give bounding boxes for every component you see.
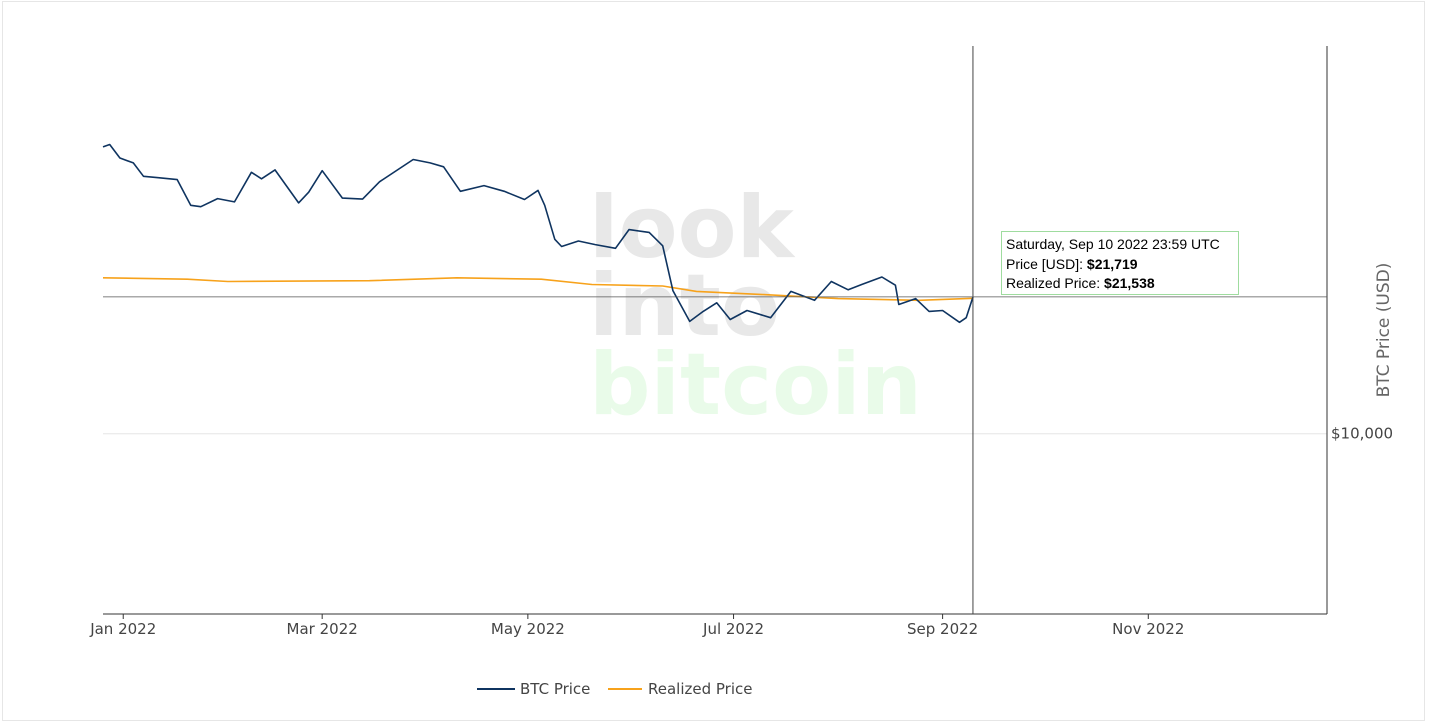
series-line-realized-price[interactable] — [102, 277, 974, 302]
tooltip-price-row: Price [USD]: $21,719 — [1006, 255, 1234, 275]
y-axis-ticks: $10,000 — [1331, 425, 1393, 443]
legend-label-btc-price: BTC Price — [520, 680, 590, 698]
series-line-btc-price[interactable] — [102, 143, 974, 324]
y-axis-title: BTC Price (USD) — [1374, 263, 1394, 398]
x-tick-label: Jan 2022 — [89, 620, 156, 638]
hover-tooltip: Saturday, Sep 10 2022 23:59 UTC Price [U… — [1001, 231, 1239, 295]
tooltip-price-value: $21,719 — [1086, 255, 1138, 272]
watermark-line-3: bitcoin — [589, 335, 922, 435]
x-tick-label: Nov 2022 — [1112, 620, 1184, 638]
tooltip-price-label: Price [USD]: — [1006, 255, 1087, 272]
x-tick-label: May 2022 — [491, 620, 565, 638]
x-axis-ticks: Jan 2022 Mar 2022 May 2022 Jul 2022 Sep 2022… — [89, 614, 1184, 638]
tooltip-realized-value: $21,538 — [1104, 275, 1155, 291]
y-tick-label: $10,000 — [1331, 425, 1393, 443]
tooltip-realized-label: Realized Price: — [1006, 275, 1105, 291]
legend-label-realized-price: Realized Price — [648, 680, 753, 698]
watermark-line-2: into — [589, 256, 780, 356]
tooltip-date: Saturday, Sep 10 2022 23:59 UTC — [1006, 236, 1220, 252]
x-tick-label: Jul 2022 — [702, 620, 764, 638]
btc-realized-price-chart[interactable]: look into bitcoin Jan 2022 Mar 2022 May 20… — [3, 2, 1426, 722]
x-tick-label: Sep 2022 — [907, 620, 978, 638]
legend: BTC Price Realized Price — [477, 680, 753, 698]
watermark: look into bitcoin — [589, 178, 922, 435]
tooltip-realized-row: Realized Price: $21,538 — [1006, 274, 1234, 294]
hover-crosshair — [103, 46, 1327, 614]
x-tick-label: Mar 2022 — [287, 620, 358, 638]
series-layer — [102, 143, 974, 324]
watermark-line-1: look — [589, 178, 796, 278]
legend-item-realized-price[interactable]: Realized Price — [608, 680, 753, 698]
legend-item-btc-price[interactable]: BTC Price — [477, 680, 590, 698]
